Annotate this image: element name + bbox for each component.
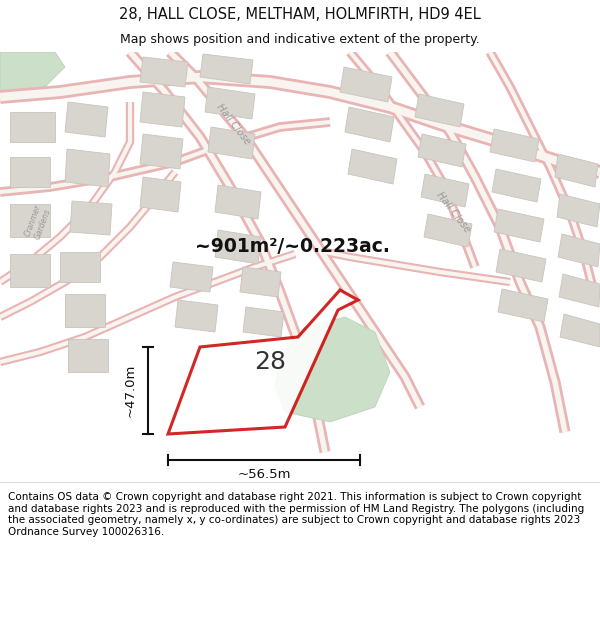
Polygon shape (498, 289, 548, 322)
Text: Hall Close: Hall Close (434, 190, 472, 234)
Polygon shape (557, 194, 600, 227)
Polygon shape (200, 54, 253, 84)
Text: ~901m²/~0.223ac.: ~901m²/~0.223ac. (195, 238, 390, 256)
Polygon shape (215, 185, 261, 219)
Polygon shape (65, 149, 110, 187)
Polygon shape (140, 92, 185, 127)
Polygon shape (215, 230, 261, 264)
Polygon shape (496, 249, 546, 282)
Text: 28, HALL CLOSE, MELTHAM, HOLMFIRTH, HD9 4EL: 28, HALL CLOSE, MELTHAM, HOLMFIRTH, HD9 … (119, 7, 481, 22)
Polygon shape (559, 274, 600, 307)
Polygon shape (415, 94, 464, 127)
Polygon shape (70, 201, 112, 235)
Text: Contains OS data © Crown copyright and database right 2021. This information is : Contains OS data © Crown copyright and d… (8, 492, 584, 537)
Polygon shape (555, 154, 598, 187)
Polygon shape (175, 300, 218, 332)
Text: Map shows position and indicative extent of the property.: Map shows position and indicative extent… (120, 32, 480, 46)
Polygon shape (170, 262, 213, 292)
Polygon shape (0, 52, 65, 92)
Polygon shape (418, 134, 466, 167)
Polygon shape (490, 129, 539, 162)
Polygon shape (10, 157, 50, 187)
Polygon shape (340, 67, 392, 102)
Polygon shape (492, 169, 541, 202)
Polygon shape (421, 174, 469, 207)
Text: ~56.5m: ~56.5m (237, 468, 291, 481)
Polygon shape (560, 314, 600, 347)
Polygon shape (275, 317, 390, 422)
Polygon shape (60, 252, 100, 282)
Polygon shape (10, 204, 50, 237)
Polygon shape (558, 234, 600, 267)
Polygon shape (345, 107, 394, 142)
Polygon shape (494, 209, 544, 242)
Polygon shape (65, 294, 105, 327)
Polygon shape (140, 57, 188, 87)
Text: 28: 28 (254, 350, 286, 374)
Polygon shape (140, 177, 181, 212)
Polygon shape (348, 149, 397, 184)
Polygon shape (208, 127, 255, 159)
Text: Hall Close: Hall Close (214, 102, 252, 146)
Polygon shape (168, 290, 358, 434)
Polygon shape (205, 87, 255, 119)
Polygon shape (65, 102, 108, 137)
Polygon shape (68, 339, 108, 372)
Polygon shape (243, 307, 284, 337)
Polygon shape (240, 267, 281, 297)
Polygon shape (140, 134, 183, 169)
Polygon shape (10, 254, 50, 287)
Text: ~47.0m: ~47.0m (124, 364, 137, 418)
Text: Cranmer
Gardens: Cranmer Gardens (23, 203, 53, 241)
Polygon shape (10, 112, 55, 142)
Polygon shape (424, 214, 472, 247)
